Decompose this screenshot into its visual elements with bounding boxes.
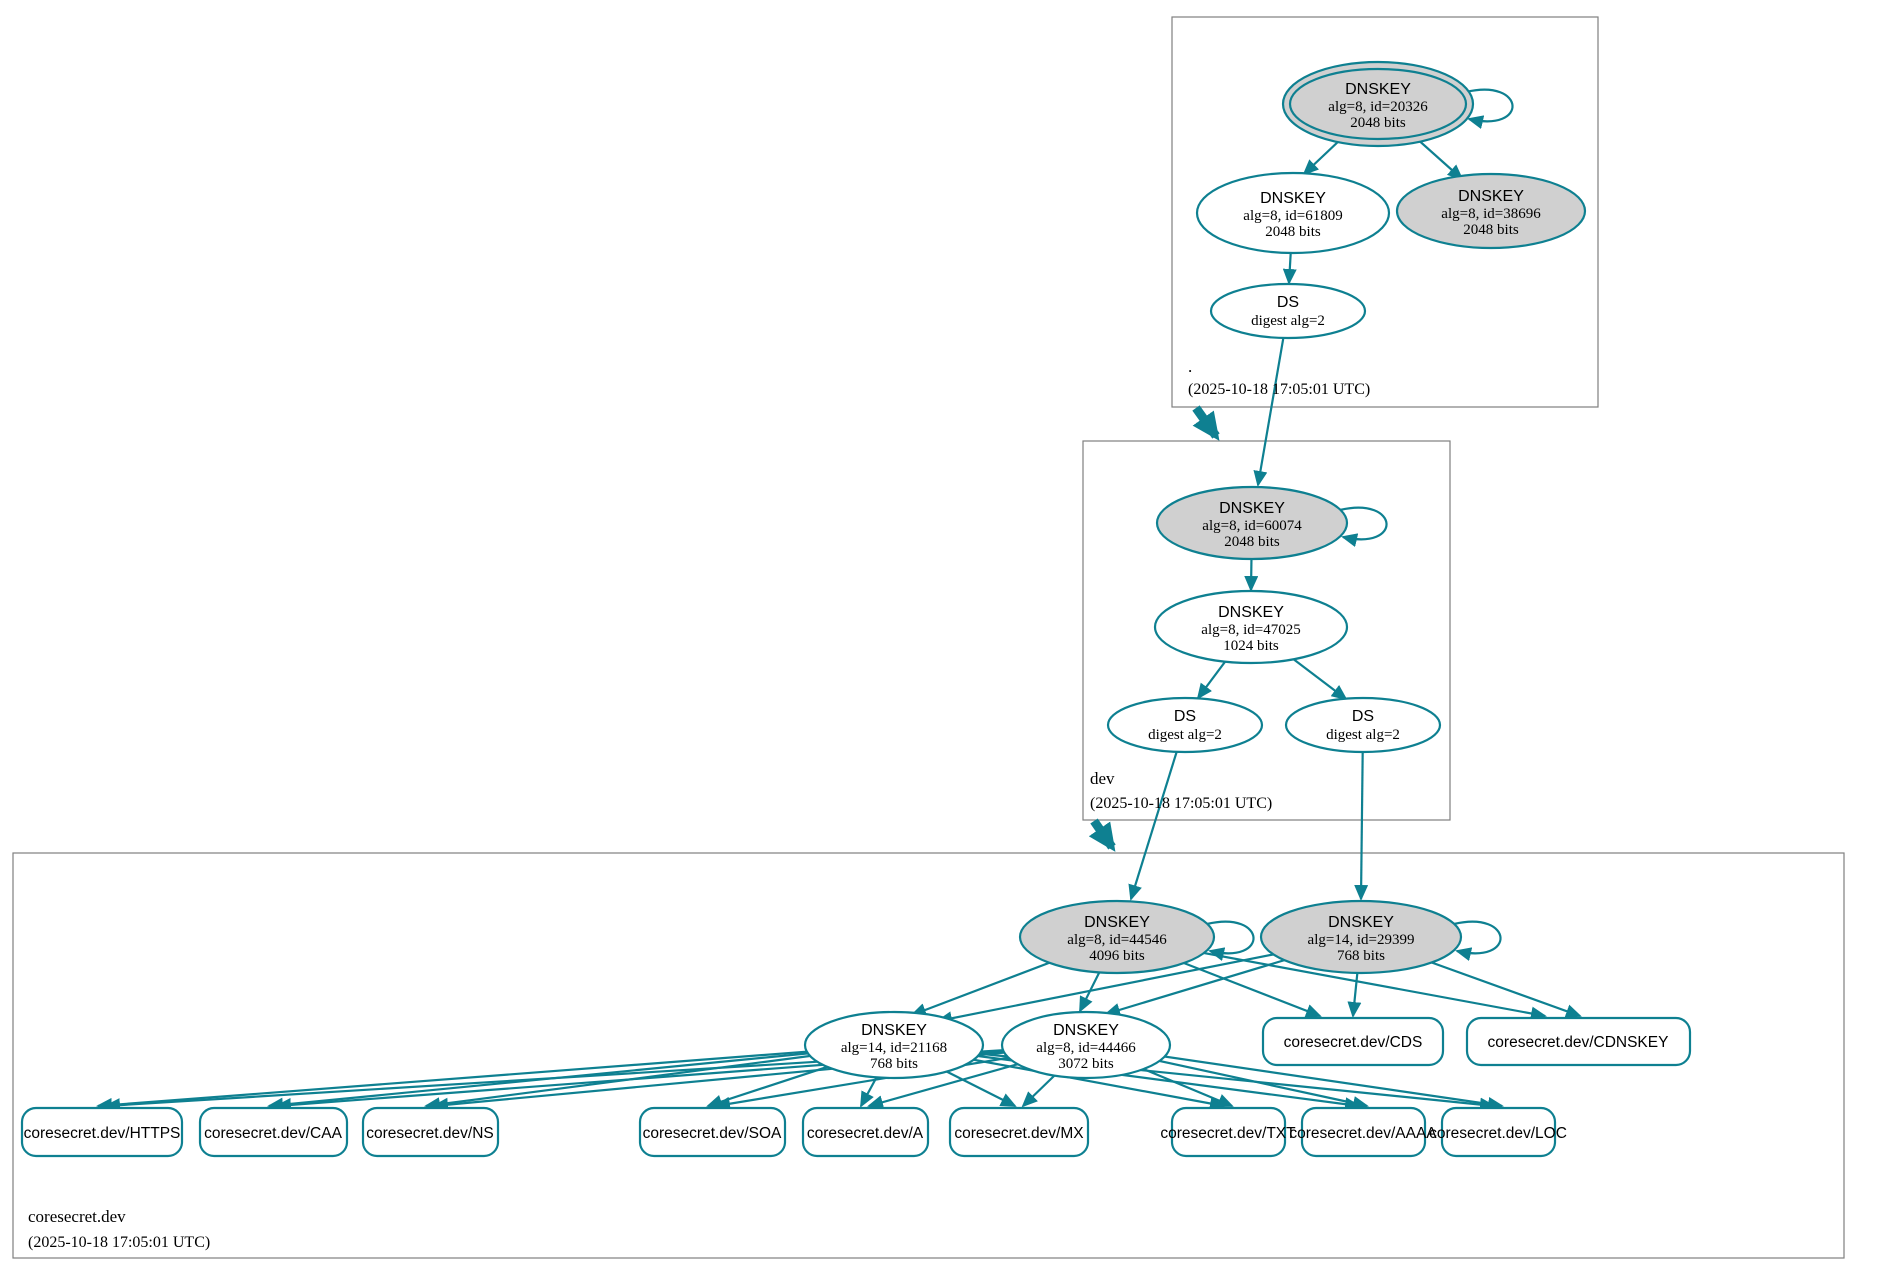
zone-timestamp-root: (2025-10-18 17:05:01 UTC) bbox=[1188, 381, 1370, 398]
node-root-zsk-bits: 2048 bits bbox=[1265, 224, 1321, 240]
rrset-loc-label: coresecret.dev/LOC bbox=[1429, 1125, 1567, 1142]
rrset-cdnskey: coresecret.dev/CDNSKEY bbox=[1465, 1016, 1692, 1067]
node-root-ds-detail: digest alg=2 bbox=[1251, 313, 1325, 329]
node-dev-ksk-title: DNSKEY bbox=[1219, 500, 1285, 517]
zone-label-root: . bbox=[1188, 357, 1192, 376]
zone-label-coresecret: coresecret.dev bbox=[28, 1207, 126, 1226]
node-dev-zsk: DNSKEY alg=8, id=47025 1024 bits bbox=[1153, 589, 1349, 665]
node-root-ds: DS digest alg=2 bbox=[1209, 282, 1367, 340]
node-root-ksk2-title: DNSKEY bbox=[1458, 188, 1524, 205]
rrset-loc: coresecret.dev/LOC bbox=[1429, 1106, 1567, 1158]
edge-cszsk2-ns bbox=[432, 1043, 1087, 1112]
loop-cs-ksk1 bbox=[1206, 920, 1255, 961]
node-root-ksk-detail: alg=8, id=20326 bbox=[1328, 99, 1428, 115]
rrset-cds: coresecret.dev/CDS bbox=[1261, 1016, 1445, 1067]
node-root-zsk-title: DNSKEY bbox=[1260, 190, 1326, 207]
zone-box-root bbox=[1171, 16, 1599, 408]
node-cs-zsk1-detail: alg=14, id=21168 bbox=[841, 1040, 947, 1056]
loop-dev-ksk bbox=[1339, 506, 1388, 547]
node-dev-zsk-detail: alg=8, id=47025 bbox=[1201, 622, 1300, 638]
edge-cszsk1-loc bbox=[893, 1043, 1496, 1112]
node-root-ksk2-bits: 2048 bits bbox=[1463, 222, 1519, 238]
node-cs-zsk2-detail: alg=8, id=44466 bbox=[1036, 1040, 1136, 1056]
rrset-a-label: coresecret.dev/A bbox=[807, 1125, 924, 1142]
node-cs-ksk1-detail: alg=8, id=44546 bbox=[1067, 932, 1167, 948]
node-dev-ksk-detail: alg=8, id=60074 bbox=[1202, 518, 1302, 534]
edge-cszsk1-https bbox=[96, 1043, 895, 1112]
node-dev-zsk-title: DNSKEY bbox=[1218, 604, 1284, 621]
node-cs-ksk1-title: DNSKEY bbox=[1084, 914, 1150, 931]
node-cs-zsk2-title: DNSKEY bbox=[1053, 1022, 1119, 1039]
rrset-caa-label: coresecret.dev/CAA bbox=[204, 1125, 342, 1142]
rrset-caa: coresecret.dev/CAA bbox=[198, 1106, 349, 1158]
node-dev-ds1-detail: digest alg=2 bbox=[1148, 727, 1222, 743]
node-dev-ds2-title: DS bbox=[1352, 708, 1374, 725]
edge-devds1-csksk1 bbox=[1128, 724, 1187, 901]
node-dev-ksk-bits: 2048 bits bbox=[1224, 534, 1280, 550]
node-cs-zsk1-title: DNSKEY bbox=[861, 1022, 927, 1039]
rrset-txt-label: coresecret.dev/TXT bbox=[1160, 1125, 1296, 1142]
node-dev-ds1-title: DS bbox=[1174, 708, 1196, 725]
rrset-soa: coresecret.dev/SOA bbox=[638, 1106, 787, 1158]
rrset-aaaa-label: coresecret.dev/AAAA bbox=[1289, 1125, 1437, 1142]
node-dev-zsk-bits: 1024 bits bbox=[1223, 638, 1279, 654]
rrset-a: coresecret.dev/A bbox=[801, 1106, 930, 1158]
rrset-cdnskey-label: coresecret.dev/CDNSKEY bbox=[1488, 1034, 1669, 1051]
delegation-arrow-dev-coresecret bbox=[1088, 818, 1116, 852]
edge-rootds-devksk bbox=[1253, 310, 1290, 487]
rrset-mx-label: coresecret.dev/MX bbox=[954, 1125, 1084, 1142]
edge-devds2-csksk2 bbox=[1354, 724, 1369, 901]
node-cs-ksk2-detail: alg=14, id=29399 bbox=[1308, 932, 1415, 948]
rrset-soa-label: coresecret.dev/SOA bbox=[643, 1125, 782, 1142]
node-cs-ksk1-bits: 4096 bits bbox=[1089, 948, 1145, 964]
node-root-ksk-bits: 2048 bits bbox=[1350, 115, 1406, 131]
rrset-cds-label: coresecret.dev/CDS bbox=[1284, 1034, 1423, 1051]
node-dev-ds2-detail: digest alg=2 bbox=[1326, 727, 1400, 743]
delegation-arrow-root-dev bbox=[1192, 405, 1220, 441]
node-root-ksk: DNSKEY alg=8, id=20326 2048 bits bbox=[1281, 60, 1475, 148]
node-cs-zsk2: DNSKEY alg=8, id=44466 3072 bits bbox=[1000, 1010, 1172, 1080]
loop-root-ksk bbox=[1465, 88, 1514, 129]
node-cs-ksk2-title: DNSKEY bbox=[1328, 914, 1394, 931]
node-root-zsk: DNSKEY alg=8, id=61809 2048 bits bbox=[1195, 171, 1391, 255]
node-root-zsk-detail: alg=8, id=61809 bbox=[1243, 208, 1342, 224]
rrset-aaaa: coresecret.dev/AAAA bbox=[1289, 1106, 1437, 1158]
rrset-txt: coresecret.dev/TXT bbox=[1160, 1106, 1296, 1158]
node-cs-ksk2-bits: 768 bits bbox=[1337, 948, 1385, 964]
node-cs-zsk1: DNSKEY alg=14, id=21168 768 bits bbox=[803, 1010, 985, 1080]
loop-cs-ksk2 bbox=[1453, 920, 1502, 961]
node-dev-ds1: DS digest alg=2 bbox=[1106, 696, 1264, 754]
zone-box-coresecret bbox=[12, 852, 1845, 1259]
node-root-ds-title: DS bbox=[1277, 294, 1299, 311]
rrset-https-label: coresecret.dev/HTTPS bbox=[24, 1125, 181, 1142]
node-dev-ds2: DS digest alg=2 bbox=[1284, 696, 1442, 754]
node-root-ksk-title: DNSKEY bbox=[1345, 81, 1411, 98]
node-cs-ksk2: DNSKEY alg=14, id=29399 768 bits bbox=[1259, 899, 1463, 975]
rrset-mx: coresecret.dev/MX bbox=[948, 1106, 1090, 1158]
node-cs-zsk2-bits: 3072 bits bbox=[1058, 1056, 1114, 1072]
zone-timestamp-dev: (2025-10-18 17:05:01 UTC) bbox=[1090, 795, 1272, 812]
node-cs-zsk1-bits: 768 bits bbox=[870, 1056, 918, 1072]
node-dev-ksk: DNSKEY alg=8, id=60074 2048 bits bbox=[1155, 485, 1349, 561]
node-root-ksk2: DNSKEY alg=8, id=38696 2048 bits bbox=[1395, 172, 1587, 250]
zone-timestamp-coresecret: (2025-10-18 17:05:01 UTC) bbox=[28, 1234, 210, 1251]
zone-label-dev: dev bbox=[1090, 769, 1115, 788]
node-cs-ksk1: DNSKEY alg=8, id=44546 4096 bits bbox=[1018, 899, 1216, 975]
rrset-https: coresecret.dev/HTTPS bbox=[20, 1106, 184, 1158]
rrset-ns-label: coresecret.dev/NS bbox=[366, 1125, 494, 1142]
node-root-ksk2-detail: alg=8, id=38696 bbox=[1441, 206, 1541, 222]
rrset-ns: coresecret.dev/NS bbox=[361, 1106, 500, 1158]
